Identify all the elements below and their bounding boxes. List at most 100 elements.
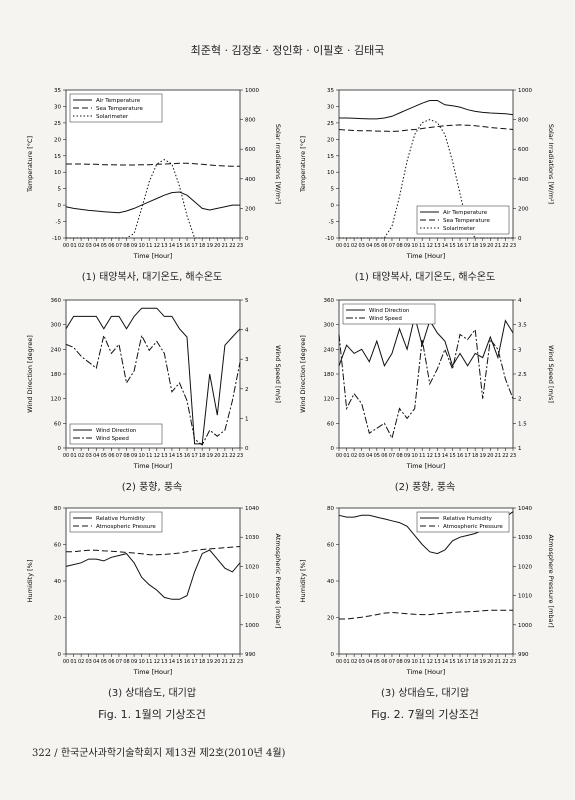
x-tick-label: 18 xyxy=(472,453,478,459)
x-tick-label: 05 xyxy=(374,659,380,665)
y2-axis-label: Atmospheric Pressure [mbar] xyxy=(274,534,282,629)
x-tick-label: 15 xyxy=(449,453,455,459)
x-tick-label: 19 xyxy=(207,659,213,665)
x-tick-label: 08 xyxy=(123,453,129,459)
x-tick-label: 17 xyxy=(464,243,470,249)
x-tick-label: 11 xyxy=(419,243,425,249)
x-tick-label: 16 xyxy=(184,243,190,249)
x-tick-label: 04 xyxy=(366,243,372,249)
y-tick-label: 60 xyxy=(54,421,61,427)
y2-tick-label: 0 xyxy=(245,236,249,242)
x-tick-label: 14 xyxy=(442,453,448,459)
x-tick-label: 15 xyxy=(176,659,182,665)
x-tick-label: 18 xyxy=(199,243,205,249)
x-tick-label: 10 xyxy=(138,243,144,249)
x-tick-label: 05 xyxy=(374,243,380,249)
x-axis-label: Time [Hour] xyxy=(406,252,446,260)
legend-label: Air Temperature xyxy=(443,210,488,216)
y-tick-label: 180 xyxy=(324,372,335,378)
x-axis-label: Time [Hour] xyxy=(133,668,173,676)
y-tick-label: 30 xyxy=(327,104,334,110)
x-tick-label: 02 xyxy=(78,659,84,665)
x-tick-label: 07 xyxy=(389,453,395,459)
x-tick-label: 18 xyxy=(199,453,205,459)
x-tick-label: 21 xyxy=(495,243,501,249)
x-tick-label: 05 xyxy=(101,243,107,249)
y2-tick-label: 0 xyxy=(518,236,522,242)
y-axis-label: Wind Direction [degree] xyxy=(299,335,307,413)
series-line xyxy=(339,100,514,120)
legend-label: Air Temperature xyxy=(96,98,141,104)
x-tick-label: 20 xyxy=(214,659,220,665)
x-tick-label: 09 xyxy=(131,659,137,665)
legend-box xyxy=(416,205,510,235)
legend-label: Sea Temperature xyxy=(443,218,490,224)
x-tick-label: 22 xyxy=(502,243,508,249)
y-tick-label: -10 xyxy=(325,236,334,242)
y-tick-label: 0 xyxy=(331,446,335,452)
series-line xyxy=(66,546,241,556)
y2-tick-label: 990 xyxy=(245,652,256,658)
x-tick-label: 22 xyxy=(502,659,508,665)
x-tick-label: 21 xyxy=(222,453,228,459)
plot-frame xyxy=(338,507,514,655)
y-axis-label: Temperature [°C] xyxy=(26,136,34,193)
y-tick-label: 60 xyxy=(54,543,61,549)
x-tick-label: 00 xyxy=(336,659,342,665)
x-tick-label: 15 xyxy=(449,243,455,249)
x-tick-label: 09 xyxy=(131,453,137,459)
series-line xyxy=(65,307,241,445)
y-tick-label: -5 xyxy=(56,220,62,226)
legend-label: Atmospheric Pressure xyxy=(96,524,156,530)
y-tick-label: 180 xyxy=(51,372,62,378)
y2-tick-label: 1030 xyxy=(245,535,259,541)
y-tick-label: 10 xyxy=(327,170,334,176)
y-axis-label: Temperature [°C] xyxy=(299,136,307,193)
y-tick-label: 0 xyxy=(331,203,335,209)
x-tick-label: 07 xyxy=(116,659,122,665)
chart-jul-wind: 0 60 120 180 240 300 360 1 1.5 2 2.5 3 3.5 4 00 01 02 03 0… xyxy=(295,292,555,474)
x-tick-label: 17 xyxy=(464,453,470,459)
x-tick-label: 07 xyxy=(116,453,122,459)
x-tick-label: 07 xyxy=(389,659,395,665)
legend-box xyxy=(69,511,163,533)
y-tick-label: 240 xyxy=(51,347,62,353)
legend-label: Wind Speed xyxy=(369,316,402,322)
x-tick-label: 05 xyxy=(101,659,107,665)
legend-box xyxy=(416,511,510,533)
x-tick-label: 13 xyxy=(434,243,440,249)
x-tick-label: 06 xyxy=(381,659,387,665)
y-tick-label: 20 xyxy=(327,137,334,143)
x-tick-label: 23 xyxy=(510,243,516,249)
x-tick-label: 03 xyxy=(359,453,365,459)
y2-tick-label: 400 xyxy=(245,177,256,183)
x-tick-label: 04 xyxy=(366,659,372,665)
chart-jan-solar: -10 -5 0 5 10 15 20 25 30 35 0 200 400 600 800 1000 00 01… xyxy=(22,82,282,264)
y2-tick-label: 800 xyxy=(245,118,256,124)
x-tick-label: 19 xyxy=(207,453,213,459)
y-tick-label: 15 xyxy=(54,154,61,160)
caption-jul-solar: (1) 태양복사, 대기온도, 해수온도 xyxy=(354,272,496,283)
x-tick-label: 17 xyxy=(191,453,197,459)
y-tick-label: 25 xyxy=(54,121,61,127)
x-tick-label: 06 xyxy=(381,453,387,459)
x-tick-label: 12 xyxy=(427,243,433,249)
legend-label: Solarimeter xyxy=(443,226,476,232)
page-header: 최준혁 · 김정호 · 정인화 · 이필호 · 김태국 xyxy=(190,44,385,57)
x-tick-label: 01 xyxy=(70,453,76,459)
y-tick-label: 300 xyxy=(51,323,62,329)
x-tick-label: 11 xyxy=(146,243,152,249)
chart-jul-humidity: 0 20 40 60 80 990 1000 1010 1020 1030 1040 00 01 02 03… xyxy=(295,500,555,680)
y2-tick-label: 1010 xyxy=(245,594,259,600)
x-tick-label: 23 xyxy=(510,453,516,459)
x-tick-label: 11 xyxy=(419,453,425,459)
x-tick-label: 02 xyxy=(351,243,357,249)
y2-tick-label: 1040 xyxy=(245,506,259,512)
figure-2-caption: Fig. 2. 7월의 기상조건 xyxy=(371,708,479,721)
y2-tick-label: 800 xyxy=(518,118,529,124)
y-tick-label: 60 xyxy=(327,543,334,549)
y2-tick-label: 600 xyxy=(245,147,256,153)
y2-tick-label: 600 xyxy=(518,147,529,153)
y-tick-label: 20 xyxy=(327,616,334,622)
caption-jul-humidity: (3) 상대습도, 대기압 xyxy=(380,688,470,699)
